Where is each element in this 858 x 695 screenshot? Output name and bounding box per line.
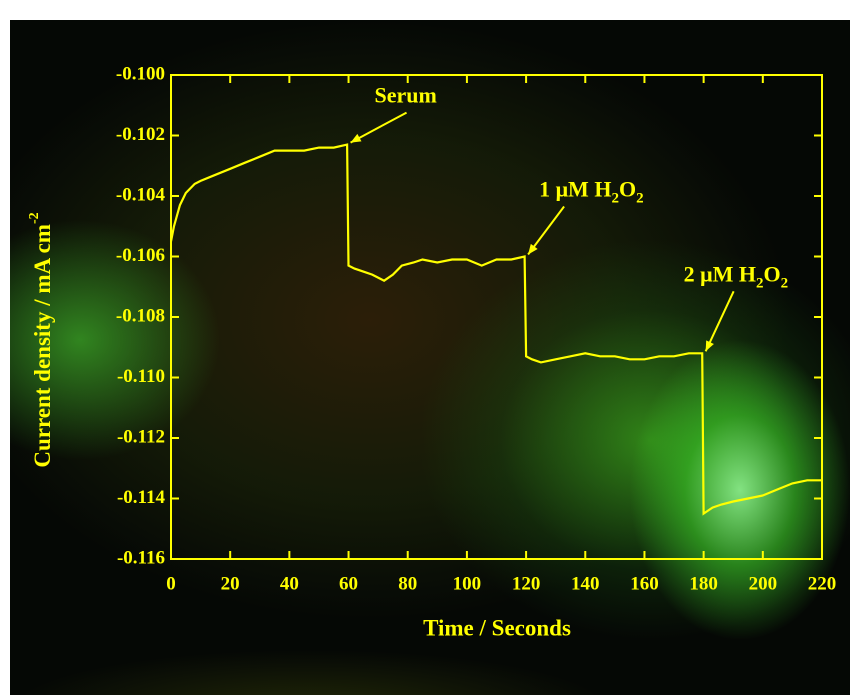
x-tick-label: 0 [166, 573, 176, 594]
annotation-subscript: 2 [756, 276, 764, 292]
annotation-subscript: 2 [611, 191, 619, 207]
x-tick-label: 20 [221, 573, 240, 594]
x-tick-label: 80 [398, 573, 417, 594]
annotation: 1 μM H2O2 [539, 177, 643, 207]
y-tick-label: -0.112 [117, 426, 165, 447]
annotation-text: 2 μM H [684, 261, 756, 286]
y-tick-label: -0.110 [117, 366, 165, 387]
x-tick-label: 220 [808, 573, 837, 594]
y-axis-title-text: Current density / mA cm [30, 224, 55, 468]
microscopy-background [10, 20, 850, 695]
annotation-subscript: 2 [636, 191, 644, 207]
y-tick-label: -0.104 [116, 184, 166, 205]
annotation: Serum [375, 83, 437, 108]
y-tick-label: -0.108 [116, 305, 165, 326]
x-tick-label: 140 [571, 573, 600, 594]
y-axis-title-superscript: -2 [27, 212, 42, 224]
x-tick-label: 180 [689, 573, 718, 594]
plot-frame [170, 74, 823, 560]
x-tick-label: 120 [512, 573, 541, 594]
y-tick-label: -0.106 [116, 245, 165, 266]
x-axis-title: Time / Seconds [423, 615, 571, 640]
y-tick-label: -0.100 [116, 63, 165, 84]
x-tick-label: 160 [630, 573, 659, 594]
annotation-arrow [704, 290, 735, 352]
annotation-arrowhead [705, 340, 714, 352]
annotation-text: O [763, 261, 780, 286]
x-tick-label: 100 [453, 573, 482, 594]
annotation-arrowhead [528, 243, 538, 255]
annotation-text: 1 μM H [539, 177, 611, 202]
annotation-arrowhead [350, 133, 362, 143]
annotation-subscript: 2 [781, 276, 789, 292]
x-tick-label: 200 [749, 573, 778, 594]
annotation-arrow [350, 111, 408, 144]
y-tick-label: -0.102 [116, 124, 165, 145]
annotation: 2 μM H2O2 [684, 261, 788, 291]
y-tick-label: -0.114 [117, 487, 166, 508]
annotation-text: Serum [375, 83, 437, 108]
y-axis-title: Current density / mA cm-2 [27, 212, 55, 467]
x-tick-label: 60 [339, 573, 358, 594]
annotation-text: O [619, 177, 636, 202]
x-tick-label: 40 [280, 573, 299, 594]
data-line [169, 143, 822, 516]
y-tick-label: -0.116 [117, 547, 165, 568]
